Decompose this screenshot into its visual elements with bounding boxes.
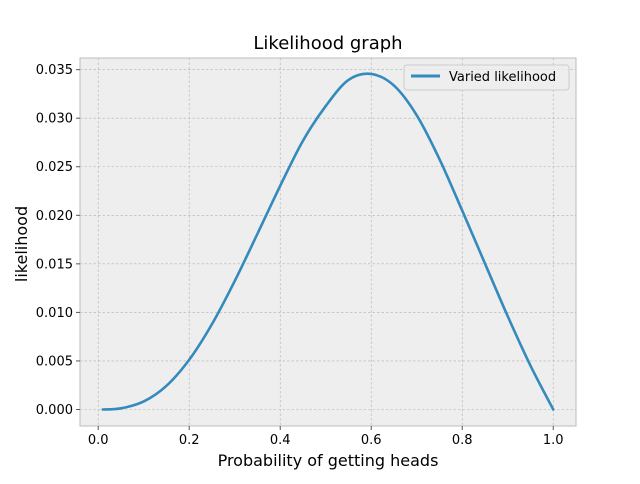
x-tick-label: 0.4 <box>270 433 291 448</box>
y-axis-label: likelihood <box>12 206 31 282</box>
y-tick-label: 0.035 <box>36 63 73 78</box>
x-gridlines <box>97 58 554 426</box>
series-line-varied-likelihood <box>101 72 555 411</box>
x-tick-label: 1.0 <box>543 433 564 448</box>
y-tick-label: 0.005 <box>36 354 73 369</box>
y-tick-label: 0.020 <box>36 209 73 224</box>
chart-title: Likelihood graph <box>253 33 402 54</box>
y-tick-label: 0.030 <box>36 112 73 127</box>
y-tick-label: 0.000 <box>36 403 73 418</box>
y-tick-label: 0.025 <box>36 160 73 175</box>
x-tick-label: 0.0 <box>88 433 109 448</box>
x-tick-label: 0.6 <box>361 433 382 448</box>
legend-label-varied-likelihood: Varied likelihood <box>449 70 556 85</box>
series-layer <box>101 72 555 411</box>
y-axis-ticks: 0.000 0.005 0.010 0.015 0.020 0.025 0.030 0.035 <box>36 63 80 418</box>
legend-box <box>403 64 570 91</box>
y-gridlines <box>80 69 576 410</box>
x-axis-label: Probability of getting heads <box>218 451 439 470</box>
legend: Varied likelihood <box>403 64 570 91</box>
y-tick-label: 0.010 <box>36 306 73 321</box>
x-tick-label: 0.2 <box>179 433 200 448</box>
y-tick-label: 0.015 <box>36 257 73 272</box>
plot-area <box>79 57 577 427</box>
x-tick-label: 0.8 <box>452 433 473 448</box>
x-axis-ticks: 0.0 0.2 0.4 0.6 0.8 1.0 <box>88 426 564 448</box>
